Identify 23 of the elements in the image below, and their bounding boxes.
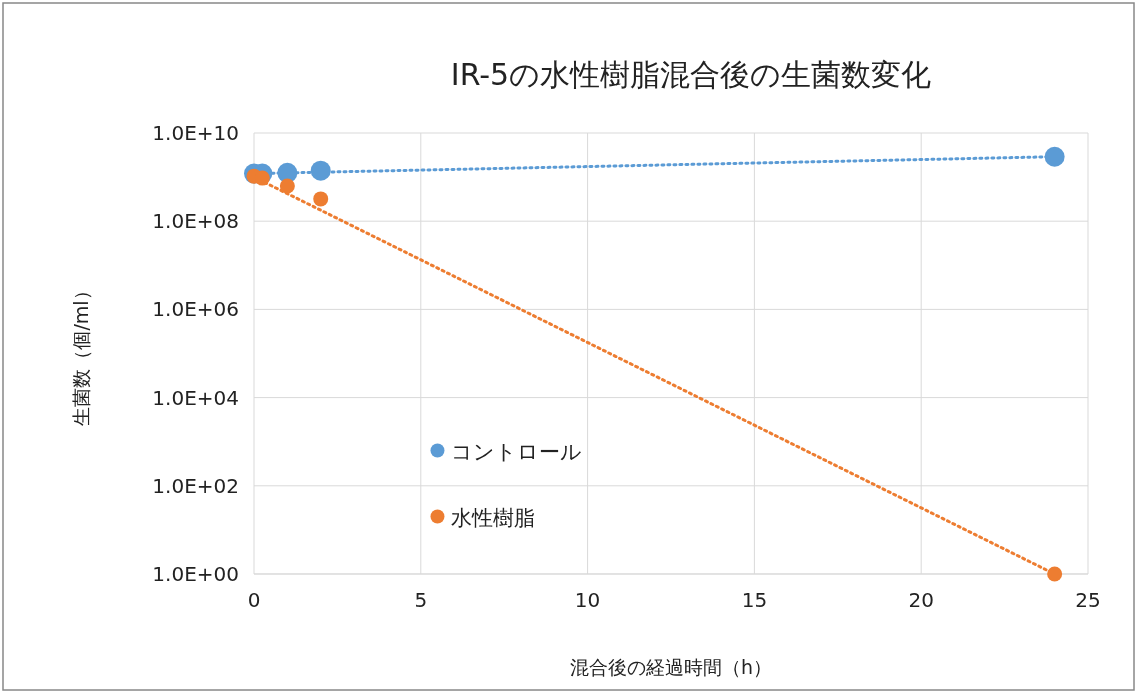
y-tick-label: 1.0E+08 xyxy=(152,209,239,234)
y-axis-title: 生菌数（個/ml） xyxy=(70,281,92,426)
point xyxy=(1044,146,1065,167)
x-tick-label: 15 xyxy=(741,588,768,612)
y-tick-label: 1.0E+00 xyxy=(152,562,239,586)
point xyxy=(279,178,295,194)
x-axis-title: 混合後の経過時間（h） xyxy=(569,656,773,678)
x-tick-label: 5 xyxy=(414,588,428,612)
x-tick-label: 10 xyxy=(574,588,601,612)
legend-label: 水性樹脂 xyxy=(451,505,536,530)
x-tick-label: 20 xyxy=(908,588,934,612)
point xyxy=(310,160,331,181)
y-tick-label: 1.0E+06 xyxy=(152,297,239,322)
y-tick-label: 1.0E+10 xyxy=(152,121,239,145)
x-tick-label: 0 xyxy=(247,588,261,612)
chart-title: IR-5の水性樹脂混合後の生菌数変化 xyxy=(450,57,932,92)
point xyxy=(313,191,329,207)
point xyxy=(254,170,270,186)
legend-label: コントロール xyxy=(451,439,583,464)
x-tick-label: 25 xyxy=(1075,588,1101,612)
point xyxy=(1047,566,1063,582)
y-tick-label: 1.0E+04 xyxy=(152,385,239,410)
y-tick-label: 1.0E+02 xyxy=(152,473,239,498)
